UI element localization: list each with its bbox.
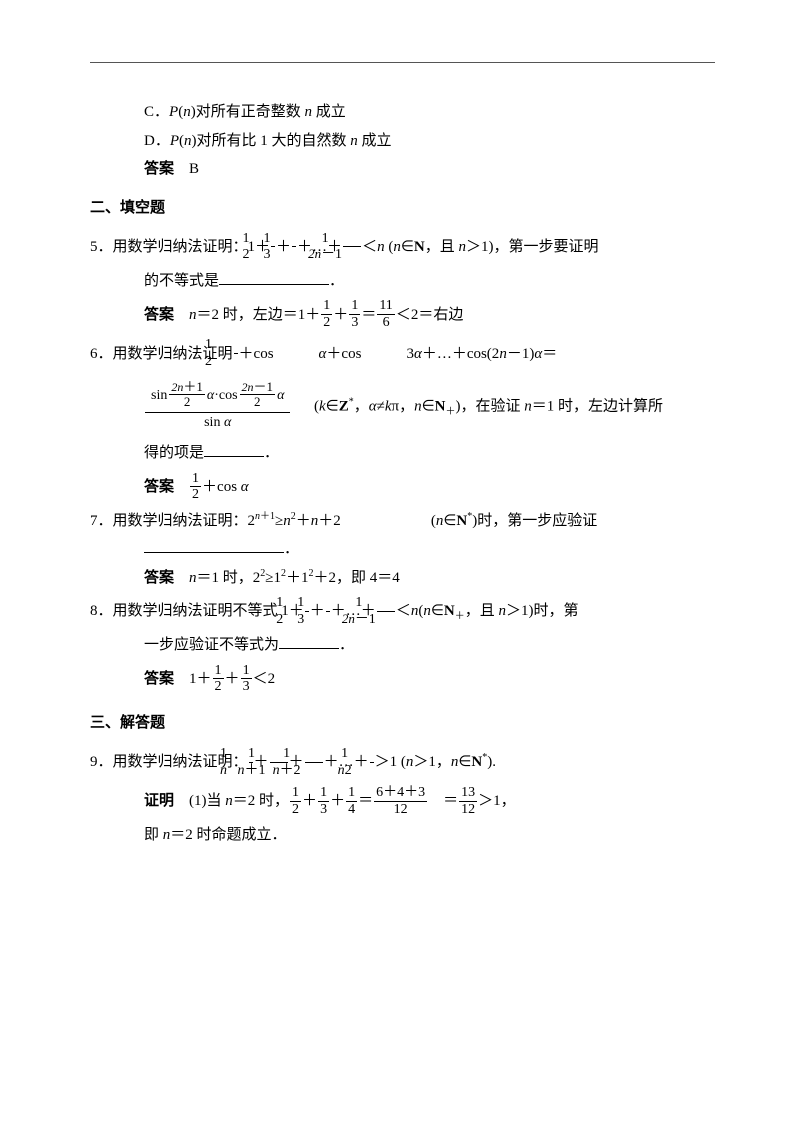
- proof-label: 证明: [144, 793, 174, 809]
- question-5-cont: 的不等式是．: [90, 267, 715, 296]
- question-7: 7．用数学归纳法证明：2n＋1≥n2＋n＋2 (n∈N*)时，第一步应验证: [90, 507, 715, 536]
- ans-value-b: B: [189, 161, 199, 177]
- opt-c-text: 对所有正奇整数: [196, 104, 305, 120]
- question-6-cont: 得的项是．: [90, 439, 715, 468]
- ans-label: 答案: [144, 161, 174, 177]
- opt-d-tail: 成立: [358, 133, 392, 149]
- q8-num: 8．: [90, 603, 113, 619]
- question-7-blank: ．: [90, 535, 715, 564]
- proof-9-2: 即 n＝2 时命题成立．: [90, 821, 715, 850]
- section-2: 二、填空题: [90, 194, 715, 223]
- blank-5: [219, 268, 329, 286]
- question-5: 5．用数学归纳法证明：1＋12＋13＋…＋12n－1＜n (n∈N，且 n＞1)…: [90, 228, 715, 267]
- q5-num: 5．: [90, 239, 113, 255]
- answer-5: 答案 n＝2 时，左边＝1＋12＋13＝116＜2＝右边: [90, 296, 715, 335]
- q6-num: 6．: [90, 346, 113, 362]
- question-6-frac: sin2n＋12α·cos2n－12α sin α (k∈Z*，α≠kπ，n∈N…: [90, 380, 715, 434]
- proof-9-1: 证明 (1)当 n＝2 时，12＋13＋14＝6＋4＋312 ＝1312＞1，: [90, 782, 715, 821]
- answer-7: 答案 n＝1 时，22≥12＋12＋2，即 4＝4: [90, 564, 715, 593]
- set-N: N: [414, 239, 425, 255]
- question-9: 9．用数学归纳法证明：1n＋1n＋1＋1n＋2＋…＋1n2＞1 (n＞1，n∈N…: [90, 743, 715, 782]
- option-c: C．P(n)对所有正奇整数 n 成立: [90, 98, 715, 127]
- answer-6: 答案 12＋cos α: [90, 468, 715, 507]
- question-8: 8．用数学归纳法证明不等式 1＋12＋13＋…＋12n－1＜n(n∈N＋，且 n…: [90, 592, 715, 631]
- q9-num: 9．: [90, 754, 113, 770]
- section-3: 三、解答题: [90, 709, 715, 738]
- opt-d-label: D．: [144, 133, 170, 149]
- opt-c-tail: 成立: [312, 104, 346, 120]
- question-6: 6．用数学归纳法证明12＋cos α＋cos 3α＋…＋cos(2n－1)α＝: [90, 335, 715, 374]
- blank-7: [144, 536, 284, 554]
- q7-num: 7．: [90, 513, 113, 529]
- option-d: D．P(n)对所有比 1 大的自然数 n 成立: [90, 127, 715, 156]
- header-rule: [90, 62, 715, 63]
- opt-d-text: 对所有比 1 大的自然数: [197, 133, 351, 149]
- blank-8: [279, 632, 339, 650]
- blank-6: [204, 440, 264, 458]
- answer-b: 答案 B: [90, 155, 715, 184]
- answer-8: 答案 1＋12＋13＜2: [90, 660, 715, 699]
- question-8-cont: 一步应验证不等式为．: [90, 631, 715, 660]
- opt-c-label: C．: [144, 104, 169, 120]
